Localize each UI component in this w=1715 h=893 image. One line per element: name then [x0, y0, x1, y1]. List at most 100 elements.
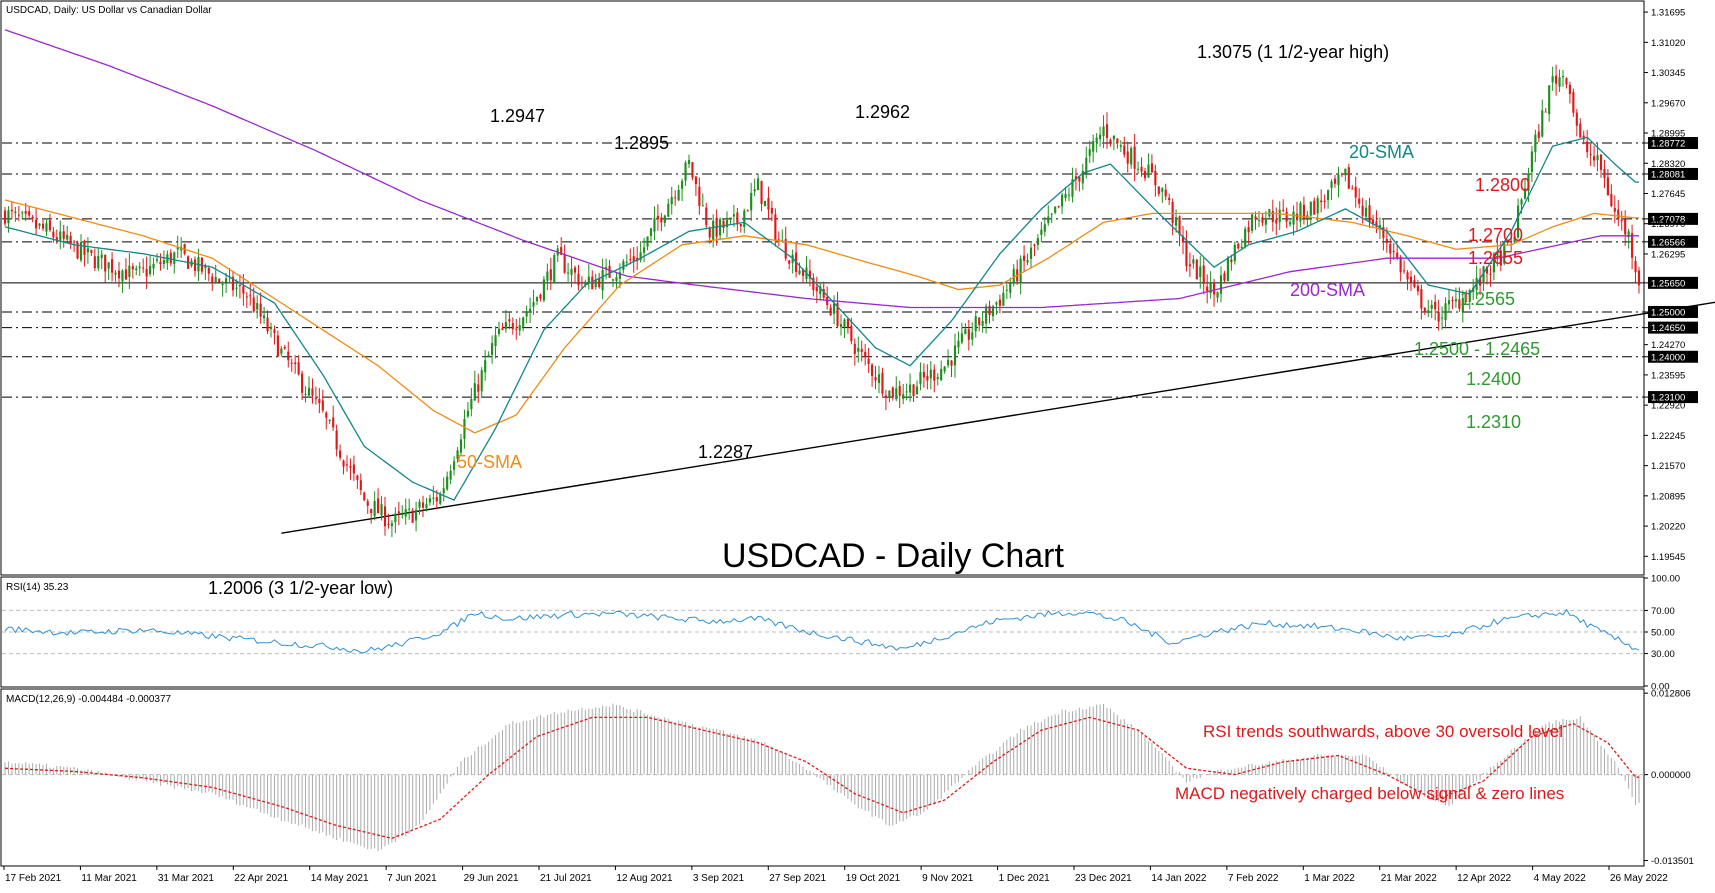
candle-body-358 — [1240, 246, 1243, 248]
candle-body-408 — [1413, 280, 1416, 288]
candle-body-306 — [1061, 194, 1064, 207]
candle-body-189 — [656, 215, 659, 220]
candle-body-72 — [252, 297, 255, 312]
candle-body-68 — [238, 285, 241, 287]
candle-body-112 — [390, 523, 393, 527]
rsi-line — [4, 608, 1640, 654]
candle-body-146 — [508, 319, 511, 322]
candle-body-264 — [915, 386, 919, 395]
candle-body-297 — [1029, 247, 1033, 259]
candle-body-371 — [1285, 211, 1288, 222]
candle-body-246 — [853, 343, 856, 354]
candle-body-9 — [35, 219, 38, 229]
candle-body-204 — [708, 228, 711, 238]
candle-body-19 — [69, 235, 72, 245]
candle-body-97 — [339, 450, 342, 458]
candle-body-191 — [663, 215, 666, 223]
candle-body-376 — [1302, 204, 1305, 219]
candle-body-364 — [1261, 217, 1264, 223]
candle-body-440 — [1523, 188, 1527, 199]
candle-body-106 — [370, 508, 373, 514]
candle-body-37 — [131, 266, 134, 270]
xtick-label-8: 12 Aug 2021 — [616, 873, 673, 884]
candle-body-380 — [1316, 198, 1319, 214]
candle-body-423 — [1465, 301, 1468, 303]
candle-body-318 — [1102, 126, 1105, 137]
candle-body-307 — [1064, 193, 1067, 199]
candle-body-471 — [1631, 233, 1634, 258]
candle-body-312 — [1081, 170, 1084, 184]
candle-body-154 — [535, 297, 539, 302]
candle-body-95 — [332, 417, 335, 428]
candles-group — [3, 64, 1641, 538]
candle-body-159 — [553, 255, 556, 284]
candle-body-319 — [1105, 124, 1109, 138]
main-chart-title: USDCAD - Daily Chart — [722, 537, 1064, 575]
price-ytick-label-0: 1.31695 — [1651, 8, 1685, 19]
candle-body-70 — [245, 296, 248, 298]
candle-body-303 — [1050, 213, 1053, 215]
candle-body-362 — [1254, 216, 1257, 220]
candle-body-265 — [919, 372, 922, 384]
candle-body-62 — [218, 278, 221, 283]
candle-body-465 — [1610, 194, 1613, 207]
candle-body-337 — [1168, 197, 1171, 201]
candle-body-343 — [1188, 264, 1191, 267]
candle-body-220 — [763, 200, 767, 206]
candle-body-149 — [518, 325, 521, 331]
candle-body-269 — [933, 369, 936, 381]
sma200-line — [4, 29, 1639, 309]
price-ytick-label-17: 1.24000 — [1651, 352, 1685, 363]
candle-body-439 — [1520, 199, 1523, 205]
candle-body-454 — [1572, 92, 1575, 113]
candle-body-211 — [732, 214, 735, 217]
rsi-ytick-label-1: 70.00 — [1651, 606, 1675, 617]
candle-body-411 — [1423, 308, 1426, 313]
candle-body-170 — [591, 276, 594, 290]
candle-body-76 — [266, 317, 269, 332]
candle-body-407 — [1409, 276, 1413, 284]
level-label-6: 1.2400 — [1466, 369, 1521, 389]
candle-body-309 — [1071, 179, 1074, 197]
candle-body-417 — [1444, 303, 1447, 321]
candle-body-16 — [59, 231, 62, 242]
candle-body-340 — [1178, 216, 1181, 235]
candle-body-33 — [117, 270, 121, 279]
candle-body-59 — [207, 267, 210, 274]
candle-body-230 — [798, 270, 801, 274]
candle-body-163 — [567, 272, 570, 274]
annotation-high-3: 1.2962 — [855, 102, 910, 122]
candle-body-414 — [1434, 301, 1437, 310]
candle-body-202 — [701, 205, 704, 207]
price-y-axis: 1.31695 1.31020 1.30345 1.29670 1.289951.287… — [1644, 8, 1698, 563]
candle-body-248 — [860, 349, 863, 352]
candle-body-243 — [843, 319, 846, 328]
candle-body-137 — [477, 384, 480, 392]
candle-body-161 — [560, 247, 563, 255]
candle-body-291 — [1009, 283, 1012, 293]
candle-body-32 — [114, 272, 117, 275]
candle-body-140 — [487, 355, 490, 358]
candle-body-156 — [542, 279, 545, 301]
candle-body-98 — [342, 460, 345, 467]
rsi-title: RSI(14) 35.23 — [6, 582, 69, 593]
candle-body-428 — [1482, 266, 1485, 284]
candle-body-421 — [1458, 299, 1461, 309]
candle-body-209 — [725, 219, 729, 227]
candle-body-367 — [1271, 211, 1274, 223]
candle-body-184 — [639, 252, 642, 261]
candle-body-101 — [352, 464, 355, 474]
candle-body-410 — [1420, 289, 1423, 309]
candle-body-452 — [1565, 78, 1568, 85]
candle-body-464 — [1606, 177, 1609, 196]
candle-body-450 — [1558, 77, 1561, 87]
candle-body-383 — [1327, 190, 1330, 201]
candle-body-217 — [753, 189, 756, 192]
candle-body-4 — [17, 214, 20, 216]
candle-body-395 — [1368, 205, 1371, 223]
annotation-high-4: 1.3075 (1 1/2-year high) — [1197, 42, 1389, 62]
candle-body-18 — [66, 234, 69, 240]
candle-body-233 — [808, 270, 811, 279]
candle-body-115 — [401, 514, 404, 516]
